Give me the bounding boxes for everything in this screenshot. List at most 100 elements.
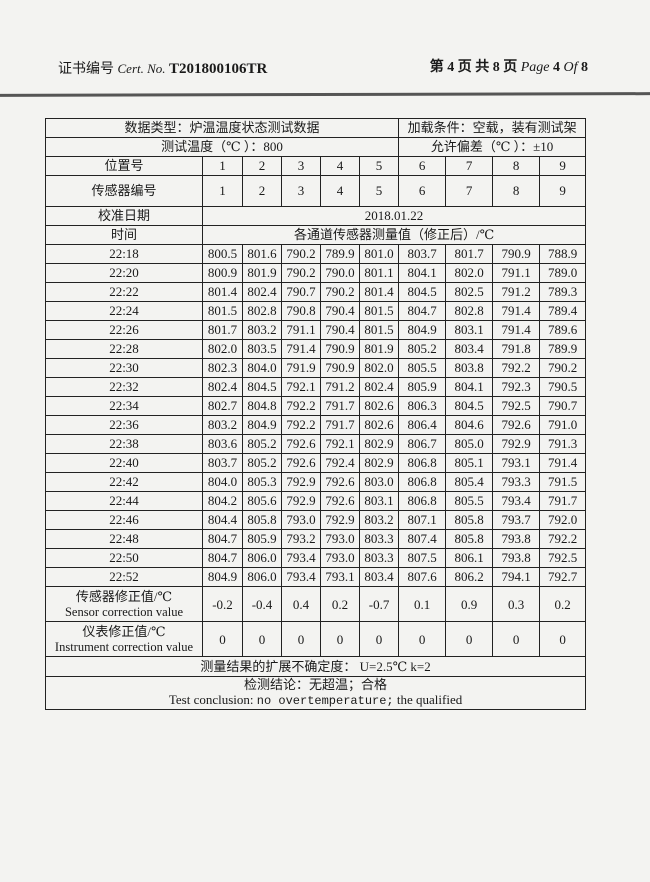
measurement-cell: 806.8 [398,491,447,511]
measurement-cell: 806.0 [242,567,282,587]
conclusion-en-2: no overtemperature; [256,694,394,708]
measurement-cell: 805.9 [242,529,282,549]
cert-label-en: Cert. No. [117,61,166,76]
instr-corr-cell: 0 [445,621,494,657]
tolerance: 允许偏差（℃ ）：±10 [398,137,587,157]
position-cell: 3 [281,156,321,176]
page-total: 8 [492,60,500,75]
measurement-cell: 802.8 [445,301,494,321]
time-cell: 22:46 [45,510,203,530]
measurement-cell: 793.4 [281,548,321,568]
table-row: 22:52 804.9 806.0 793.4 793.1 803.4 807.6 806.2… [45,567,587,587]
measurement-cell: 791.4 [492,320,541,340]
table-row: 22:24 801.5 802.8 790.8 790.4 801.5 804.7 802.8… [45,301,587,321]
measurement-cell: 793.1 [492,453,541,473]
measurement-cell: 807.6 [398,567,447,587]
header-divider [0,92,650,97]
measurement-cell: 789.9 [539,339,587,359]
measurement-cell: 804.6 [445,415,494,435]
time-cell: 22:24 [45,301,203,321]
measurement-cell: 805.4 [445,472,494,492]
measurement-cell: 792.7 [539,567,587,587]
table-row: 22:50 804.7 806.0 793.4 793.0 803.3 807.5 806.1… [45,548,587,568]
measurement-cell: 806.3 [398,396,447,416]
measurement-cell: 805.3 [242,472,282,492]
load-condition: 加载条件：空载，装有测试架 [398,118,587,138]
measurement-cell: 802.6 [358,415,400,435]
instr-corr-cell: 0 [242,621,282,657]
measurement-cell: 805.8 [242,510,282,530]
measurement-cell: 790.9 [320,358,360,378]
measurement-cell: 792.5 [492,396,541,416]
sensor-corr-cell: 0.2 [539,586,587,622]
page-current: 4 [447,60,455,75]
measurement-cell: 791.2 [320,377,360,397]
sensor-corr-label: 传感器修正值/℃ Sensor correction value [45,586,203,622]
measurement-cell: 793.3 [492,472,541,492]
measurement-cell: 802.7 [202,396,243,416]
measurement-cell: 791.3 [539,434,587,454]
measurement-cell: 805.8 [445,510,494,530]
measurement-cell: 790.9 [492,244,541,264]
measurement-cell: 793.8 [492,548,541,568]
page-cn-prefix: 第 [429,60,444,75]
sensor-cell: 7 [445,175,494,207]
instr-corr-cell: 0 [281,621,321,657]
measurement-cell: 802.0 [202,339,243,359]
measurement-cell: 792.9 [492,434,541,454]
time-cell: 22:42 [45,472,203,492]
measurement-cell: 792.0 [539,510,587,530]
measurement-cell: 801.5 [358,301,400,321]
position-cell: 7 [445,156,494,176]
measurement-cell: 790.2 [320,282,360,302]
conclusion-cn: 检测结论：无超温；合格 [244,677,388,693]
measurement-cell: 806.4 [398,415,447,435]
measurement-cell: 804.2 [202,491,243,511]
measurement-cell: 804.5 [445,396,494,416]
measurement-cell: 793.0 [320,548,360,568]
measurement-cell: 804.9 [242,415,282,435]
measurement-cell: 792.6 [492,415,541,435]
measurement-cell: 791.1 [281,320,321,340]
measurement-cell: 805.2 [242,453,282,473]
measurement-cell: 801.4 [202,282,243,302]
position-cell: 9 [539,156,587,176]
measurement-cell: 793.0 [281,510,321,530]
page-cn-mid: 页 共 [457,60,490,75]
measurement-cell: 790.4 [320,301,360,321]
position-label: 位置号 [45,156,203,176]
table-row: 22:40 803.7 805.2 792.6 792.4 802.9 806.8 805.1… [45,453,587,473]
measurement-cell: 789.9 [320,244,360,264]
page-total-en: 8 [581,60,588,75]
position-cell: 4 [320,156,360,176]
time-cell: 22:22 [45,282,203,302]
measurement-cell: 801.5 [202,301,243,321]
measurement-cell: 803.2 [242,320,282,340]
table-row: 22:30 802.3 804.0 791.9 790.9 802.0 805.5 803.8… [45,358,587,378]
measurement-cell: 805.0 [445,434,494,454]
instr-corr-label: 仪表修正值/℃ Instrument correction value [45,621,203,657]
page-en: Page [520,60,550,75]
measurement-cell: 801.9 [358,339,400,359]
time-cell: 22:50 [45,548,203,568]
measurement-cell: 792.1 [320,434,360,454]
measurement-cell: 804.7 [202,529,243,549]
measurement-cell: 802.4 [202,377,243,397]
table-row: 22:44 804.2 805.6 792.9 792.6 803.1 806.8 805.5… [45,491,587,511]
table-row: 22:18 800.5 801.6 790.2 789.9 801.0 803.7 801.7… [45,244,587,264]
time-cell: 22:36 [45,415,203,435]
measurement-cell: 803.2 [358,510,400,530]
measurement-cell: 801.6 [242,244,282,264]
measurement-cell: 790.9 [320,339,360,359]
measurement-cell: 802.0 [445,263,494,283]
measurement-cell: 805.2 [398,339,447,359]
measurement-cell: 791.7 [320,415,360,435]
measurement-cell: 801.9 [242,263,282,283]
measurement-cell: 802.5 [445,282,494,302]
conclusion: 检测结论：无超温；合格 Test conclusion: no overtemp… [44,676,587,710]
measurement-cell: 792.4 [320,453,360,473]
sensor-cell: 4 [320,175,360,207]
measurement-cell: 803.2 [202,415,243,435]
time-cell: 22:30 [45,358,203,378]
measurement-cell: 804.7 [398,301,447,321]
